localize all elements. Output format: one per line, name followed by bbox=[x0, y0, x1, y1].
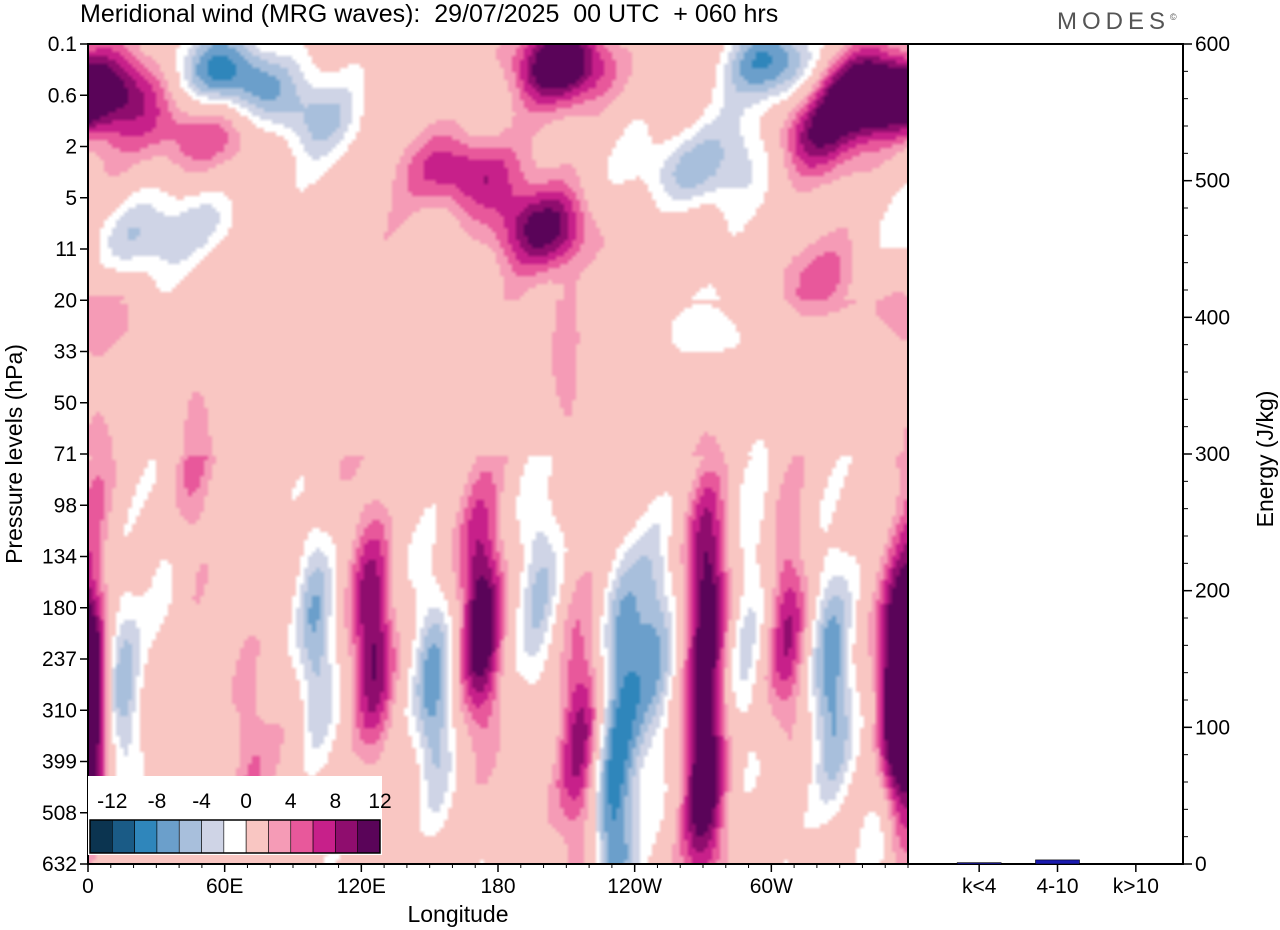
energy-category-label: k>10 bbox=[1113, 875, 1159, 898]
colorbar-swatch bbox=[245, 819, 269, 854]
energy-axis-title: Energy (J/kg) bbox=[1252, 391, 1278, 528]
y-tick-label: 632 bbox=[42, 853, 77, 876]
colorbar-label: -4 bbox=[192, 790, 211, 813]
y-tick-label: 11 bbox=[55, 238, 77, 261]
energy-tick-label: 100 bbox=[1195, 716, 1230, 739]
brand-logo: MODES© bbox=[1057, 8, 1177, 36]
energy-bar bbox=[1035, 859, 1080, 865]
x-axis-title: Longitude bbox=[407, 901, 508, 927]
colorbar-swatch bbox=[201, 819, 225, 854]
y-tick-label: 5 bbox=[65, 187, 77, 210]
energy-frame bbox=[907, 43, 1184, 865]
y-tick-label: 237 bbox=[42, 648, 77, 671]
x-tick-label: 120E bbox=[337, 875, 386, 898]
y-tick-label: 20 bbox=[54, 289, 77, 312]
colorbar-swatch bbox=[89, 819, 113, 854]
colorbar-label: 12 bbox=[368, 790, 391, 813]
energy-bar bbox=[956, 862, 1002, 865]
colorbar-label: -12 bbox=[97, 790, 127, 813]
y-tick-label: 180 bbox=[42, 597, 77, 620]
energy-tick-label: 300 bbox=[1195, 443, 1230, 466]
chart-title: Meridional wind (MRG waves): 29/07/2025 … bbox=[80, 0, 779, 28]
colorbar-swatch bbox=[335, 819, 358, 854]
energy-category-label: 4-10 bbox=[1036, 875, 1078, 898]
colorbar-label: -8 bbox=[148, 790, 167, 813]
y-tick-label: 0.6 bbox=[48, 84, 77, 107]
y-tick-label: 98 bbox=[54, 494, 77, 517]
y-tick-label: 33 bbox=[54, 341, 77, 364]
x-tick-label: 0 bbox=[82, 875, 94, 898]
x-axis: 0 60E 120E 180 120W 60W bbox=[82, 864, 909, 898]
colorbar-swatch bbox=[156, 819, 180, 854]
colorbar-label: 4 bbox=[285, 790, 297, 813]
colorbar-swatch bbox=[312, 819, 336, 854]
y-tick-label: 0.1 bbox=[48, 33, 77, 56]
energy-tick-label: 400 bbox=[1195, 306, 1230, 329]
energy-axis: 0 100 200 300 400 500 600 bbox=[1183, 33, 1230, 876]
energy-tick-label: 200 bbox=[1195, 580, 1230, 603]
y-tick-label: 50 bbox=[54, 392, 77, 415]
colorbar-swatch bbox=[134, 819, 158, 854]
energy-tick-label: 0 bbox=[1195, 853, 1207, 876]
x-tick-label: 120W bbox=[607, 875, 662, 898]
y-tick-label: 399 bbox=[42, 751, 77, 774]
y-tick-label: 508 bbox=[42, 802, 77, 825]
brand-mark: © bbox=[1170, 12, 1177, 22]
colorbar-swatch bbox=[112, 819, 135, 854]
energy-tick-label: 500 bbox=[1195, 170, 1230, 193]
y-tick-label: 71 bbox=[54, 443, 77, 466]
y-tick-label: 134 bbox=[42, 546, 77, 569]
energy-category-label: k<4 bbox=[962, 875, 997, 898]
colorbar-swatch bbox=[178, 819, 202, 854]
heatmap-field bbox=[88, 44, 908, 864]
colorbar-frame bbox=[89, 819, 381, 854]
colorbar-label: 8 bbox=[330, 790, 342, 813]
colorbar: -12 -8 -4 0 4 8 12 bbox=[88, 776, 392, 855]
energy-tick-label: 600 bbox=[1195, 33, 1230, 56]
brand-text: MODES bbox=[1057, 8, 1171, 35]
y-tick-label: 2 bbox=[65, 136, 77, 159]
y-tick-label: 310 bbox=[42, 699, 77, 722]
x-tick-label: 180 bbox=[480, 875, 515, 898]
colorbar-label: 0 bbox=[240, 790, 252, 813]
y-axis: 0.1 0.6 2 5 11 20 33 50 71 98 134 180 237 310 399 508 63… bbox=[42, 33, 88, 876]
x-tick-label: 60E bbox=[206, 875, 243, 898]
energy-bars: k<4 4-10 k>10 bbox=[956, 859, 1159, 898]
x-tick-label: 60W bbox=[750, 875, 793, 898]
colorbar-swatch bbox=[268, 819, 292, 854]
colorbar-swatch bbox=[357, 819, 381, 854]
colorbar-swatch bbox=[290, 819, 314, 854]
y-axis-title: Pressure levels (hPa) bbox=[1, 344, 27, 564]
colorbar-swatch bbox=[223, 819, 247, 854]
